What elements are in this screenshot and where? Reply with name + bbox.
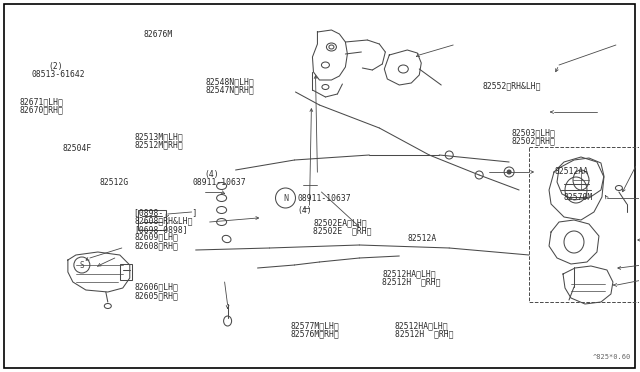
Bar: [138, 210, 166, 230]
Text: 82502〈RH〉: 82502〈RH〉: [511, 136, 555, 145]
Text: 82504F: 82504F: [63, 144, 92, 153]
Bar: [120, 264, 132, 280]
Text: 82503〈LH〉: 82503〈LH〉: [511, 128, 555, 137]
Text: 08513-61642: 08513-61642: [32, 70, 86, 79]
Text: 82670〈RH〉: 82670〈RH〉: [19, 105, 63, 114]
Bar: [529, 147, 640, 302]
Text: 82609〈LH〉: 82609〈LH〉: [134, 233, 178, 242]
Text: 82552〈RH&LH〉: 82552〈RH&LH〉: [483, 81, 541, 90]
Text: 82676M: 82676M: [144, 30, 173, 39]
Text: [0698-0898]: [0698-0898]: [134, 225, 188, 234]
Text: (2): (2): [48, 62, 63, 71]
Text: 82502E  〈RH〉: 82502E 〈RH〉: [313, 226, 372, 235]
Text: 82570M: 82570M: [563, 193, 593, 202]
Text: S: S: [79, 260, 84, 269]
Text: 82605〈RH〉: 82605〈RH〉: [134, 291, 178, 300]
Text: 82606〈LH〉: 82606〈LH〉: [134, 282, 178, 291]
Text: [0898-      ]: [0898- ]: [134, 208, 198, 217]
Text: 82512A: 82512A: [408, 234, 437, 243]
Text: 82512G: 82512G: [99, 178, 128, 187]
Text: 82608〈RH&LH〉: 82608〈RH&LH〉: [134, 217, 193, 225]
Text: 82608〈RH〉: 82608〈RH〉: [134, 241, 178, 250]
Text: 82576M〈RH〉: 82576M〈RH〉: [291, 330, 339, 339]
Text: 08911-10637: 08911-10637: [193, 178, 246, 187]
Text: 82512M〈RH〉: 82512M〈RH〉: [134, 141, 183, 150]
Text: (4): (4): [204, 170, 219, 179]
Text: 82512H  〈RH〉: 82512H 〈RH〉: [395, 330, 453, 339]
Text: 82512HA〈LH〉: 82512HA〈LH〉: [382, 269, 436, 278]
Text: 82548N〈LH〉: 82548N〈LH〉: [205, 77, 255, 86]
Text: 82671〈LH〉: 82671〈LH〉: [19, 97, 63, 106]
Text: N: N: [283, 193, 288, 202]
Text: 82502EA〈LH〉: 82502EA〈LH〉: [313, 218, 367, 227]
Text: 82512HA〈LH〉: 82512HA〈LH〉: [395, 321, 449, 330]
Circle shape: [507, 170, 511, 174]
Text: 82577M〈LH〉: 82577M〈LH〉: [291, 321, 339, 330]
Text: 82512AA: 82512AA: [554, 167, 589, 176]
Text: 82513M〈LH〉: 82513M〈LH〉: [134, 132, 183, 141]
Text: 82512H  〈RH〉: 82512H 〈RH〉: [382, 278, 440, 286]
Text: ^825*0.60: ^825*0.60: [593, 354, 631, 360]
Text: (4): (4): [298, 205, 312, 215]
Text: 08911-10637: 08911-10637: [298, 193, 351, 202]
Text: 82547N〈RH〉: 82547N〈RH〉: [205, 86, 255, 94]
